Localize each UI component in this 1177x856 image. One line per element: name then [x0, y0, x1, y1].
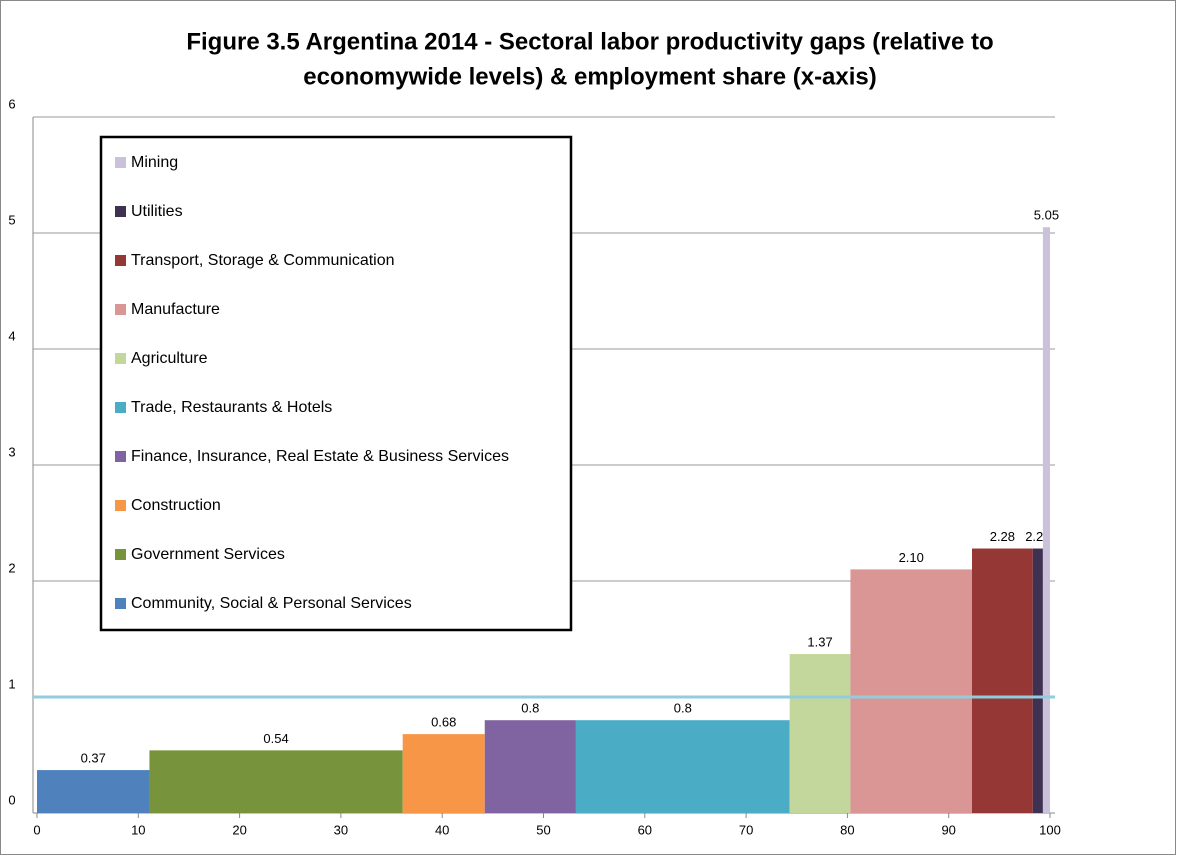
y-tick-label: 3: [8, 444, 15, 459]
chart-title: economywide levels) & employment share (…: [303, 63, 877, 90]
data-label: 0.68: [431, 715, 456, 730]
bar: [37, 770, 150, 813]
bar: [402, 734, 485, 813]
x-tick-label: 50: [536, 822, 550, 837]
legend-label: Agriculture: [131, 350, 208, 367]
chart-title: Figure 3.5 Argentina 2014 - Sectoral lab…: [186, 28, 993, 55]
x-tick-label: 30: [334, 822, 348, 837]
x-tick-label: 90: [941, 822, 955, 837]
x-tick-label: 70: [739, 822, 753, 837]
legend-label: Finance, Insurance, Real Estate & Busine…: [131, 448, 509, 465]
legend-label: Manufacture: [131, 301, 220, 318]
bar: [850, 569, 972, 813]
bar: [575, 720, 790, 813]
bar: [484, 720, 576, 813]
legend-swatch: [115, 157, 126, 168]
data-label: 2.10: [899, 550, 924, 565]
x-tick-label: 20: [232, 822, 246, 837]
y-tick-label: 0: [8, 792, 15, 807]
legend-label: Utilities: [131, 203, 183, 220]
bar: [1042, 227, 1050, 813]
legend-swatch: [115, 598, 126, 609]
legend-swatch: [115, 353, 126, 364]
data-label: 0.8: [674, 701, 692, 716]
legend-box: [99, 135, 573, 632]
data-label: 0.54: [263, 731, 288, 746]
x-tick-label: 60: [638, 822, 652, 837]
data-label: 5.05: [1034, 208, 1059, 223]
data-label: 0.37: [81, 751, 106, 766]
legend-swatch: [115, 304, 126, 315]
x-tick-label: 40: [435, 822, 449, 837]
legend-swatch: [115, 549, 126, 560]
x-tick-label: 100: [1039, 822, 1061, 837]
data-label: 1.37: [807, 635, 832, 650]
legend-swatch: [115, 255, 126, 266]
bar: [971, 548, 1033, 813]
y-tick-label: 1: [8, 676, 15, 691]
legend-label: Trade, Restaurants & Hotels: [131, 399, 332, 416]
legend-label: Community, Social & Personal Services: [131, 595, 412, 612]
bar: [149, 750, 403, 813]
bar: [789, 654, 851, 813]
bar: [1032, 548, 1043, 813]
x-tick-label: 80: [840, 822, 854, 837]
y-tick-label: 4: [8, 328, 15, 343]
data-label: 0.8: [521, 701, 539, 716]
legend-swatch: [115, 206, 126, 217]
legend-swatch: [115, 402, 126, 413]
data-label: 2.28: [990, 529, 1015, 544]
legend-label: Mining: [131, 154, 178, 171]
legend-swatch: [115, 451, 126, 462]
legend-label: Government Services: [131, 546, 285, 563]
x-tick-label: 0: [33, 822, 40, 837]
legend-label: Transport, Storage & Communication: [131, 252, 395, 269]
x-tick-label: 10: [131, 822, 145, 837]
y-tick-label: 5: [8, 212, 15, 227]
y-tick-label: 6: [8, 96, 15, 111]
y-tick-label: 2: [8, 560, 15, 575]
legend-swatch: [115, 500, 126, 511]
legend-label: Construction: [131, 497, 221, 514]
